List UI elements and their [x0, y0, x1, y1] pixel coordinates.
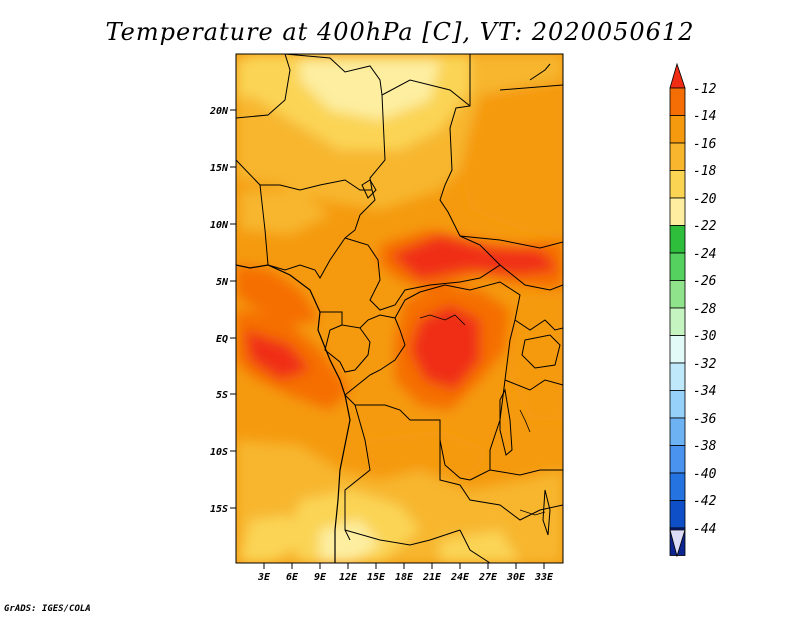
colorbar-swatch	[669, 417, 686, 446]
lon-label: 33E	[534, 572, 554, 583]
lat-label: 20N	[209, 106, 229, 117]
colorbar-swatch	[669, 115, 686, 144]
colorbar-label: -38	[693, 439, 717, 454]
colorbar-label: -28	[693, 302, 717, 317]
colorbar-label: -32	[693, 357, 717, 372]
colorbar: -12 -14 -16 -18 -20 -22 -24 -26 -28 -30 …	[669, 62, 717, 558]
temperature-field	[236, 54, 563, 563]
colorbar-label: -30	[693, 329, 717, 344]
lon-label: 18E	[395, 572, 414, 583]
colorbar-label: -40	[693, 467, 717, 482]
lat-label: 15N	[210, 163, 229, 174]
colorbar-swatch	[669, 500, 686, 529]
lon-label: 9E	[314, 572, 327, 583]
colorbar-label: -42	[693, 494, 717, 509]
colorbar-swatch	[669, 280, 686, 309]
colorbar-label: -34	[693, 384, 716, 399]
lon-label: 12E	[339, 572, 358, 583]
colorbar-label: -22	[693, 219, 717, 234]
colorbar-swatch	[669, 87, 686, 116]
country-borders	[236, 54, 563, 563]
lon-label: 30E	[506, 572, 526, 583]
colorbar-label: -24	[693, 247, 716, 262]
map-title: Temperature at 400hPa [C], VT: 202005061…	[105, 18, 695, 46]
colorbar-label: -12	[693, 82, 717, 97]
grads-credit: GrADS: IGES/COLA	[4, 604, 91, 614]
longitude-axis: 3E 6E 9E 12E 15E 18E 21E 24E 27E 30E 33E	[257, 563, 554, 583]
lon-label: 6E	[286, 572, 299, 583]
lat-label: 10S	[210, 447, 228, 458]
lon-label: 24E	[450, 572, 470, 583]
colorbar-swatch	[669, 390, 686, 419]
lon-label: 21E	[422, 572, 442, 583]
lon-label: 27E	[478, 572, 498, 583]
lat-label: 10N	[210, 220, 229, 231]
colorbar-swatch	[669, 472, 686, 501]
colorbar-label: -14	[693, 109, 716, 124]
colorbar-swatch	[669, 335, 686, 364]
lat-label: EQ	[216, 334, 228, 345]
colorbar-swatch	[669, 307, 686, 336]
colorbar-label: -44	[693, 522, 716, 537]
colorbar-swatch	[669, 197, 686, 226]
colorbar-swatch	[669, 362, 686, 391]
colorbar-swatch	[669, 252, 686, 281]
lat-label: 5N	[216, 277, 229, 288]
colorbar-label: -20	[693, 192, 717, 207]
colorbar-swatch	[669, 142, 686, 171]
colorbar-swatch	[669, 445, 686, 474]
map-frame	[235, 53, 564, 564]
colorbar-label: -26	[693, 274, 717, 289]
lat-label: 5S	[216, 390, 228, 401]
colorbar-label: -16	[693, 137, 717, 152]
colorbar-swatch	[669, 225, 686, 254]
lon-label: 15E	[367, 572, 386, 583]
colorbar-swatch	[669, 170, 686, 199]
colorbar-bottom-arrow	[669, 529, 686, 558]
lat-label: 15S	[210, 504, 228, 515]
lon-label: 3E	[257, 572, 271, 583]
latitude-axis: 20N 15N 10N 5N EQ 5S 10S 15S	[209, 106, 236, 515]
colorbar-top-arrow	[669, 62, 686, 89]
colorbar-label: -18	[693, 164, 717, 179]
colorbar-label: -36	[693, 412, 717, 427]
